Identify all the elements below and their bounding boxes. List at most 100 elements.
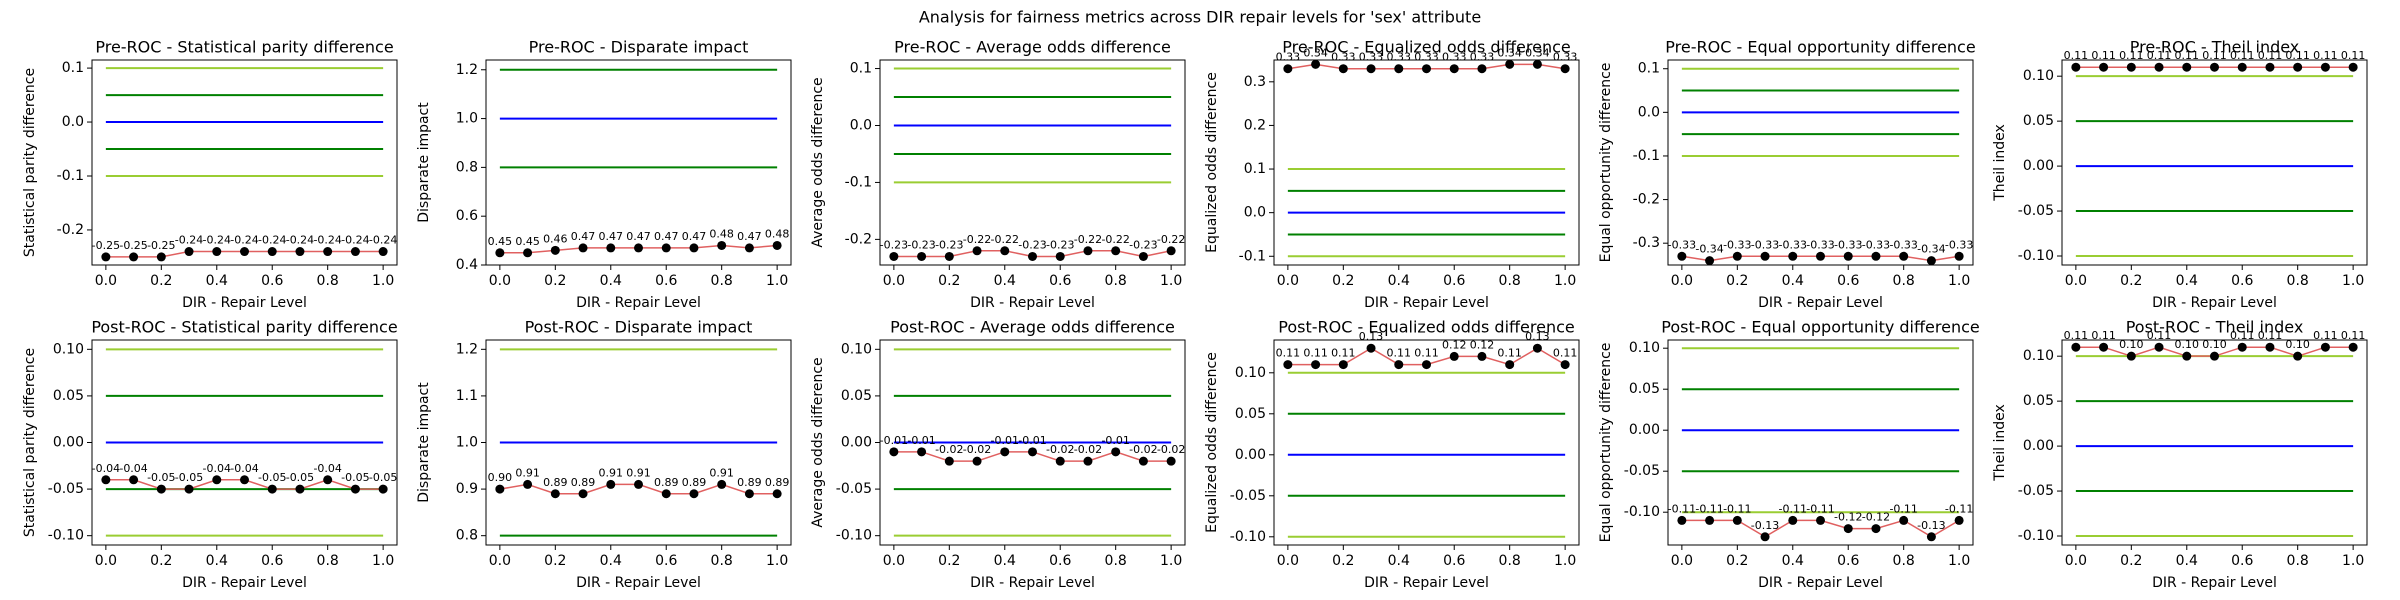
y-tick-label: 0.10 bbox=[1235, 365, 1266, 381]
data-point bbox=[1899, 251, 1909, 261]
x-tick-label: 1.0 bbox=[2342, 273, 2364, 289]
data-point bbox=[2182, 351, 2192, 361]
y-axis-label: Disparate impact bbox=[416, 102, 432, 223]
value-label: 0.47 bbox=[737, 230, 762, 243]
value-label: -0.02 bbox=[1157, 443, 1185, 456]
axes-frame bbox=[91, 59, 398, 266]
data-point bbox=[661, 243, 671, 253]
value-label: -0.02 bbox=[935, 443, 963, 456]
value-label: 0.11 bbox=[1497, 347, 1522, 360]
x-tick-label: 0.8 bbox=[1893, 553, 1915, 569]
value-label: -0.13 bbox=[1917, 519, 1945, 532]
x-tick-label: 0.0 bbox=[489, 273, 511, 289]
value-label: 0.11 bbox=[1276, 347, 1301, 360]
x-tick-label: 0.6 bbox=[1443, 553, 1465, 569]
x-tick-label: 0.6 bbox=[655, 273, 677, 289]
subplot-title: Pre-ROC - Disparate impact bbox=[529, 38, 749, 57]
x-tick-label: 1.0 bbox=[372, 273, 394, 289]
data-point bbox=[1283, 360, 1293, 370]
value-label: -0.02 bbox=[1129, 443, 1157, 456]
data-point bbox=[2154, 342, 2164, 352]
x-tick-label: 0.0 bbox=[883, 273, 905, 289]
x-axis-label: DIR - Repair Level bbox=[576, 295, 701, 311]
x-tick-label: 0.8 bbox=[317, 273, 339, 289]
x-tick-label: 0.4 bbox=[206, 553, 228, 569]
value-label: 0.11 bbox=[2341, 49, 2366, 62]
x-tick-label: 0.6 bbox=[2231, 553, 2253, 569]
x-axis-label: DIR - Repair Level bbox=[1364, 295, 1489, 311]
data-point bbox=[1338, 360, 1348, 370]
data-point bbox=[2126, 351, 2136, 361]
y-tick-label: -0.10 bbox=[48, 528, 84, 544]
value-label: -0.11 bbox=[1779, 502, 1807, 515]
data-point bbox=[1028, 447, 1037, 457]
data-point bbox=[1760, 532, 1770, 542]
value-label: 0.11 bbox=[2064, 329, 2089, 342]
data-point bbox=[1422, 360, 1431, 370]
value-label: 0.10 bbox=[2119, 338, 2144, 351]
y-tick-label: 0.2 bbox=[1244, 117, 1266, 133]
data-point bbox=[2320, 62, 2330, 72]
value-label: -0.12 bbox=[1862, 511, 1890, 524]
y-axis-label: Theil index bbox=[1992, 124, 2008, 202]
value-label: 0.33 bbox=[1553, 51, 1578, 64]
data-point bbox=[295, 484, 305, 494]
value-label: -0.23 bbox=[1129, 238, 1157, 251]
value-label: -0.11 bbox=[1889, 502, 1917, 515]
data-point bbox=[1000, 246, 1010, 256]
y-axis-label: Equal opportunity difference bbox=[1598, 63, 1614, 263]
value-label: 0.11 bbox=[1553, 347, 1578, 360]
value-label: -0.05 bbox=[341, 471, 369, 484]
x-tick-label: 0.2 bbox=[1726, 553, 1748, 569]
data-point bbox=[1788, 515, 1798, 525]
value-label: -0.02 bbox=[1074, 443, 1102, 456]
y-tick-label: 0.05 bbox=[2023, 393, 2054, 409]
x-tick-label: 0.8 bbox=[1499, 273, 1521, 289]
data-point bbox=[972, 246, 982, 256]
data-point bbox=[606, 243, 616, 253]
data-point bbox=[1532, 59, 1542, 69]
data-point bbox=[717, 240, 727, 250]
x-tick-label: 0.0 bbox=[95, 273, 117, 289]
data-point bbox=[1083, 246, 1093, 256]
y-tick-label: -0.2 bbox=[57, 222, 84, 238]
value-label: -0.12 bbox=[1834, 511, 1862, 524]
value-label: -0.33 bbox=[1945, 238, 1973, 251]
data-point bbox=[1843, 251, 1853, 261]
value-label: 0.11 bbox=[2202, 49, 2227, 62]
value-label: 0.45 bbox=[515, 235, 540, 248]
data-point bbox=[495, 484, 505, 494]
y-tick-label: 0.4 bbox=[456, 257, 478, 273]
data-point bbox=[101, 252, 111, 262]
data-point bbox=[1028, 251, 1037, 261]
data-point bbox=[1338, 64, 1348, 74]
value-label: -0.33 bbox=[1779, 238, 1807, 251]
x-tick-label: 0.8 bbox=[1105, 553, 1127, 569]
x-tick-label: 0.6 bbox=[1049, 273, 1071, 289]
value-label: 0.11 bbox=[2119, 49, 2144, 62]
y-tick-label: -0.10 bbox=[1624, 504, 1660, 520]
data-point bbox=[2320, 342, 2330, 352]
value-label: -0.04 bbox=[230, 462, 258, 475]
data-point bbox=[323, 247, 333, 257]
y-tick-label: -0.1 bbox=[845, 174, 872, 190]
value-label: 0.11 bbox=[1414, 347, 1439, 360]
axes-frame bbox=[1667, 339, 1974, 546]
x-tick-label: 0.6 bbox=[1837, 273, 1859, 289]
subplot: Pre-ROC - Statistical parity difference D… bbox=[22, 38, 398, 311]
x-tick-label: 0.8 bbox=[711, 553, 733, 569]
data-point bbox=[1311, 360, 1321, 370]
x-tick-label: 0.4 bbox=[600, 553, 622, 569]
x-tick-label: 0.0 bbox=[489, 553, 511, 569]
value-label: -0.34 bbox=[1695, 243, 1723, 256]
y-tick-label: -0.05 bbox=[1230, 488, 1266, 504]
y-tick-label: -0.1 bbox=[57, 168, 84, 184]
value-label: 0.11 bbox=[1303, 347, 1328, 360]
data-point bbox=[1083, 456, 1093, 466]
subplot-title: Post-ROC - Statistical parity difference bbox=[91, 318, 397, 337]
data-point bbox=[378, 247, 388, 257]
value-label: -0.04 bbox=[203, 462, 231, 475]
x-tick-label: 0.2 bbox=[544, 553, 566, 569]
value-label: -0.01 bbox=[1018, 434, 1046, 447]
data-point bbox=[2071, 342, 2081, 352]
